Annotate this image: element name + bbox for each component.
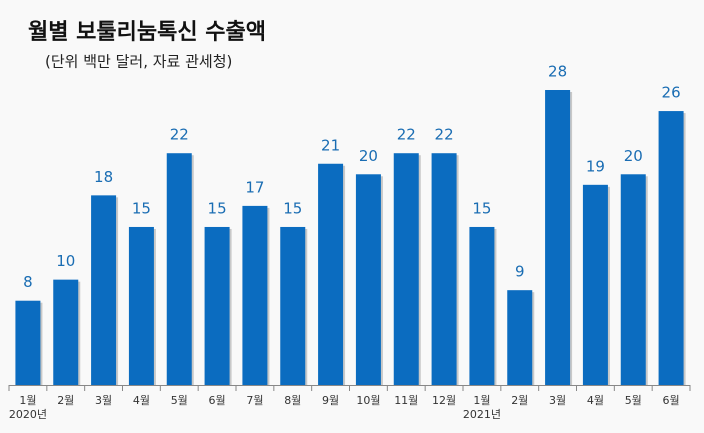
bar	[318, 163, 344, 385]
x-tick-label: 4월	[587, 394, 604, 407]
x-tick-label: 5월	[625, 394, 642, 407]
bar	[355, 174, 381, 385]
value-label: 19	[586, 157, 605, 175]
bar	[128, 226, 154, 385]
value-label: 15	[208, 199, 227, 217]
value-label: 22	[435, 126, 454, 144]
value-label: 20	[359, 147, 378, 165]
bar	[545, 90, 571, 385]
value-label: 15	[132, 199, 151, 217]
x-tick-label: 3월	[549, 394, 566, 407]
bar	[507, 290, 533, 385]
bar	[53, 279, 79, 385]
value-label: 9	[515, 263, 525, 281]
value-label: 15	[472, 199, 491, 217]
x-tick-label: 3월	[95, 394, 112, 407]
bar	[620, 174, 646, 385]
bar	[91, 195, 117, 385]
x-group-label: 2020년	[9, 408, 47, 421]
x-tick-label: 11월	[394, 394, 418, 407]
bar	[166, 153, 192, 385]
bar	[469, 226, 495, 385]
value-label: 8	[23, 273, 33, 291]
value-label: 20	[624, 147, 643, 165]
x-tick-label: 1월	[473, 394, 490, 407]
value-label: 10	[56, 252, 75, 270]
x-tick-label: 2월	[511, 394, 528, 407]
x-tick-label: 9월	[322, 394, 339, 407]
x-tick-label: 12월	[432, 394, 456, 407]
x-tick-label: 4월	[133, 394, 150, 407]
x-tick-label: 1월	[19, 394, 36, 407]
value-label: 21	[321, 136, 340, 154]
bar	[658, 111, 684, 386]
value-label: 22	[170, 126, 189, 144]
chart-subtitle: (단위 백만 달러, 자료 관세청)	[45, 53, 232, 71]
value-label: 26	[662, 84, 681, 102]
value-label: 18	[94, 168, 113, 186]
value-label: 17	[245, 178, 264, 196]
x-tick-label: 7월	[246, 394, 263, 407]
value-label: 22	[397, 126, 416, 144]
chart-title: 월별 보툴리눔톡신 수출액	[28, 20, 266, 45]
bar	[242, 205, 268, 385]
value-label: 15	[283, 199, 302, 217]
x-tick-label: 10월	[356, 394, 380, 407]
x-tick-label: 6월	[663, 394, 680, 407]
x-tick-label: 6월	[209, 394, 226, 407]
bar	[393, 153, 419, 385]
bar	[15, 300, 41, 385]
x-tick-label: 8월	[284, 394, 301, 407]
bar	[431, 153, 457, 385]
x-group-label: 2021년	[463, 408, 501, 421]
bar	[582, 184, 608, 385]
bar	[280, 226, 306, 385]
value-label: 28	[548, 63, 567, 81]
bar	[204, 226, 230, 385]
x-tick-label: 5월	[171, 394, 188, 407]
x-tick-label: 2월	[57, 394, 74, 407]
